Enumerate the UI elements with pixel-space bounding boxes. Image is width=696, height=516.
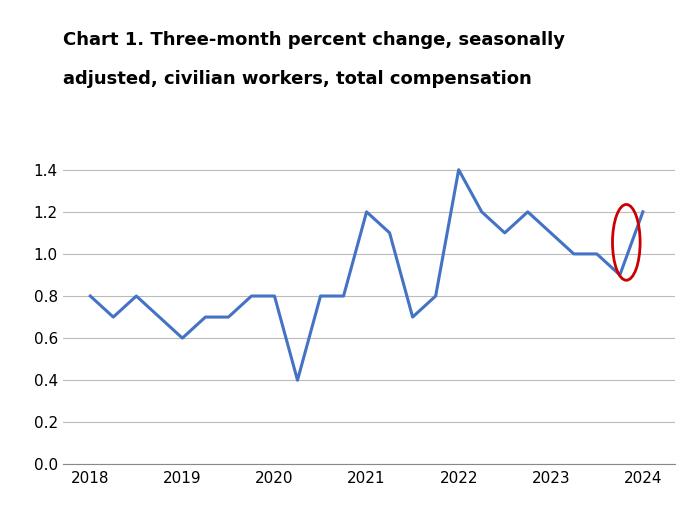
Text: Chart 1. Three-month percent change, seasonally: Chart 1. Three-month percent change, sea… (63, 31, 564, 49)
Text: adjusted, civilian workers, total compensation: adjusted, civilian workers, total compen… (63, 70, 531, 88)
